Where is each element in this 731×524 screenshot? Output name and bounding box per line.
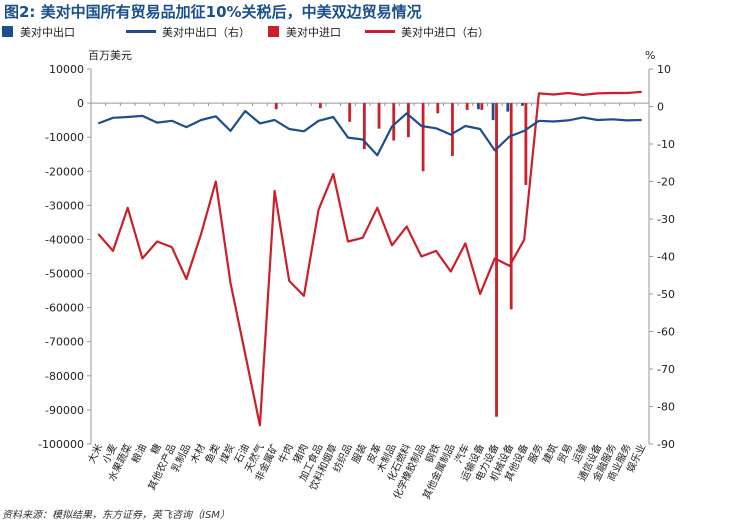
left-tick-label: 0	[77, 97, 84, 110]
legend-swatch-blue-line	[126, 30, 156, 33]
left-axis-unit: 百万美元	[88, 49, 132, 62]
right-tick-label: -30	[657, 213, 675, 226]
right-tick-label: -10	[657, 138, 675, 151]
export-bar	[491, 103, 495, 121]
import-bar	[480, 103, 484, 110]
import-bar	[392, 103, 396, 141]
left-tick-label: -30000	[45, 199, 84, 212]
legend-label: 美对中出口	[20, 26, 75, 39]
import-bar	[318, 103, 322, 109]
left-tick-label: -10000	[45, 131, 84, 144]
left-tick-label: -100000	[38, 438, 84, 451]
legend-swatch-red-bar	[268, 26, 279, 37]
right-tick-label: -80	[657, 401, 675, 414]
import-bar	[407, 103, 410, 138]
legend: 美对中出口 美对中出口（右） 美对中进口 美对中进口（右）	[0, 24, 731, 42]
import-bar	[451, 103, 454, 156]
import-bar	[274, 103, 278, 110]
left-tick-label: -70000	[45, 336, 84, 349]
export-bar	[521, 103, 524, 106]
source-note: 资料来源：模拟结果，东方证券，英飞咨询（ISM）	[2, 510, 230, 521]
chart-title: 图2: 美对中国所有贸易品加征10%关税后，中美双边贸易情况	[4, 3, 422, 21]
left-tick-label: -80000	[45, 370, 84, 383]
import-bar	[436, 103, 440, 114]
trade-chart: 百万美元 % 10000 0 -10000 -20000 -30000 -40000 -50…	[38, 49, 675, 500]
legend-swatch-blue-bar	[2, 26, 13, 37]
right-tick-label: -90	[657, 438, 675, 451]
right-tick-label: 0	[657, 101, 664, 114]
export-bar	[477, 103, 480, 110]
right-axis-unit: %	[645, 49, 655, 62]
legend-label: 美对中出口（右）	[162, 26, 250, 39]
export-bar	[506, 103, 510, 112]
import-growth-line	[97, 90, 642, 427]
right-tick-label: -20	[657, 176, 675, 189]
left-tick-label: -50000	[45, 268, 84, 281]
legend-swatch-red-line	[365, 30, 395, 33]
import-bar	[377, 103, 381, 129]
category-label: 粮油	[129, 442, 149, 466]
left-tick-label: -20000	[45, 165, 84, 178]
left-tick-label: -40000	[45, 233, 84, 246]
import-bar	[362, 103, 366, 150]
import-bar	[524, 103, 528, 185]
left-tick-label: -60000	[45, 302, 84, 315]
right-tick-label: -70	[657, 363, 675, 376]
export-growth-line	[97, 109, 642, 157]
left-tick-label: 10000	[49, 63, 84, 76]
import-bar	[421, 103, 425, 172]
category-label: 糖	[148, 442, 164, 457]
import-bar	[348, 103, 352, 122]
import-bar	[509, 103, 513, 310]
right-tick-label: -50	[657, 288, 675, 301]
legend-label: 美对中进口	[286, 26, 341, 39]
import-bar	[465, 103, 469, 110]
legend-label: 美对中进口（右）	[401, 26, 489, 39]
right-tick-label: 10	[657, 63, 671, 76]
right-tick-label: -60	[657, 326, 675, 339]
left-tick-label: -90000	[45, 404, 84, 417]
right-tick-label: -40	[657, 251, 675, 264]
